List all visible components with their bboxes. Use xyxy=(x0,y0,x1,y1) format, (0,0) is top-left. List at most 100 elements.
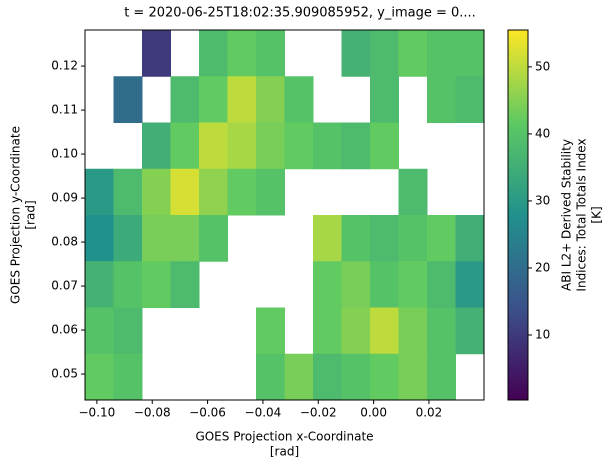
y-tick-label: 0.11 xyxy=(51,103,78,117)
cell xyxy=(199,168,228,216)
cell xyxy=(256,168,285,216)
colorbar-label: Indices: Total Totals Index xyxy=(575,138,589,291)
cell xyxy=(370,122,399,170)
cell xyxy=(398,307,428,355)
cell xyxy=(455,76,485,123)
cell xyxy=(227,76,257,123)
cell xyxy=(427,215,456,262)
cell xyxy=(113,307,143,355)
cell xyxy=(142,168,171,216)
colorbar-tick-label: 40 xyxy=(535,126,550,140)
cell xyxy=(427,307,456,355)
cell xyxy=(227,122,257,170)
cell xyxy=(113,353,143,401)
cell xyxy=(113,76,143,123)
cell xyxy=(199,215,228,262)
colorbar-label: [K] xyxy=(590,206,604,223)
cell xyxy=(341,215,371,262)
chart-title: t = 2020-06-25T18:02:35.909085952, y_ima… xyxy=(124,6,476,21)
cell xyxy=(170,261,200,308)
y-tick-label: 0.09 xyxy=(51,191,78,205)
cell xyxy=(142,30,171,77)
cell xyxy=(313,122,342,170)
cell xyxy=(199,122,228,170)
y-tick-label: 0.07 xyxy=(51,279,78,293)
y-tick-label: 0.08 xyxy=(51,235,78,249)
colorbar xyxy=(507,29,529,401)
cell xyxy=(199,30,228,77)
x-tick-label: −0.02 xyxy=(300,406,337,420)
cell xyxy=(370,307,399,355)
cell xyxy=(398,30,428,77)
raster xyxy=(85,30,485,401)
colorbar-tick-label: 30 xyxy=(535,193,550,207)
y-axis-label: [rad] xyxy=(24,200,38,229)
y-tick-label: 0.10 xyxy=(51,147,78,161)
cell xyxy=(455,307,485,355)
cell xyxy=(370,353,399,401)
x-axis-label: GOES Projection x-Coordinate xyxy=(195,430,373,444)
y-tick-label: 0.12 xyxy=(51,59,78,73)
cell xyxy=(142,122,171,170)
x-tick-label: 0.02 xyxy=(416,406,443,420)
y-axis-label: GOES Projection y-Coordinate xyxy=(9,126,23,304)
cell xyxy=(170,122,200,170)
cell xyxy=(427,261,456,308)
y-tick-label: 0.06 xyxy=(51,323,78,337)
cell xyxy=(170,76,200,123)
cell xyxy=(85,353,114,401)
x-tick-label: −0.10 xyxy=(79,406,116,420)
x-tick-label: −0.08 xyxy=(134,406,171,420)
cell xyxy=(370,76,399,123)
cell xyxy=(85,215,114,262)
cell xyxy=(398,168,428,216)
cell xyxy=(85,307,114,355)
cell xyxy=(370,215,399,262)
cell xyxy=(341,122,371,170)
cell xyxy=(170,215,200,262)
cell xyxy=(313,353,342,401)
cell xyxy=(227,168,257,216)
cell xyxy=(113,215,143,262)
cell xyxy=(256,307,285,355)
cell xyxy=(199,76,228,123)
cell xyxy=(341,353,371,401)
cell xyxy=(256,353,285,401)
x-axis-label: [rad] xyxy=(270,445,299,459)
cell xyxy=(113,168,143,216)
cell xyxy=(341,307,371,355)
cell xyxy=(284,353,314,401)
cell xyxy=(370,261,399,308)
x-tick-label: 0.00 xyxy=(360,406,387,420)
cell xyxy=(341,261,371,308)
cell xyxy=(284,76,314,123)
cell xyxy=(455,30,485,77)
cell xyxy=(427,76,456,123)
cell xyxy=(398,215,428,262)
cell xyxy=(142,261,171,308)
cell xyxy=(256,76,285,123)
x-tick-label: −0.04 xyxy=(245,406,282,420)
plot-frame xyxy=(84,29,485,401)
x-tick-label: −0.06 xyxy=(189,406,226,420)
cell xyxy=(256,122,285,170)
cell xyxy=(455,261,485,308)
y-tick-label: 0.05 xyxy=(51,367,78,381)
cell xyxy=(427,353,456,401)
cell xyxy=(398,353,428,401)
cell xyxy=(313,215,342,262)
cell xyxy=(85,168,114,216)
cell xyxy=(341,30,371,77)
cell xyxy=(113,261,143,308)
cell xyxy=(398,261,428,308)
cell xyxy=(85,261,114,308)
cell xyxy=(427,30,456,77)
cell xyxy=(284,122,314,170)
cell xyxy=(142,215,171,262)
cell xyxy=(455,215,485,262)
colorbar-tick-label: 20 xyxy=(535,260,550,274)
cell xyxy=(313,261,342,308)
colorbar-label: ABI L2+ Derived Stability xyxy=(560,139,574,291)
cell xyxy=(170,168,200,216)
